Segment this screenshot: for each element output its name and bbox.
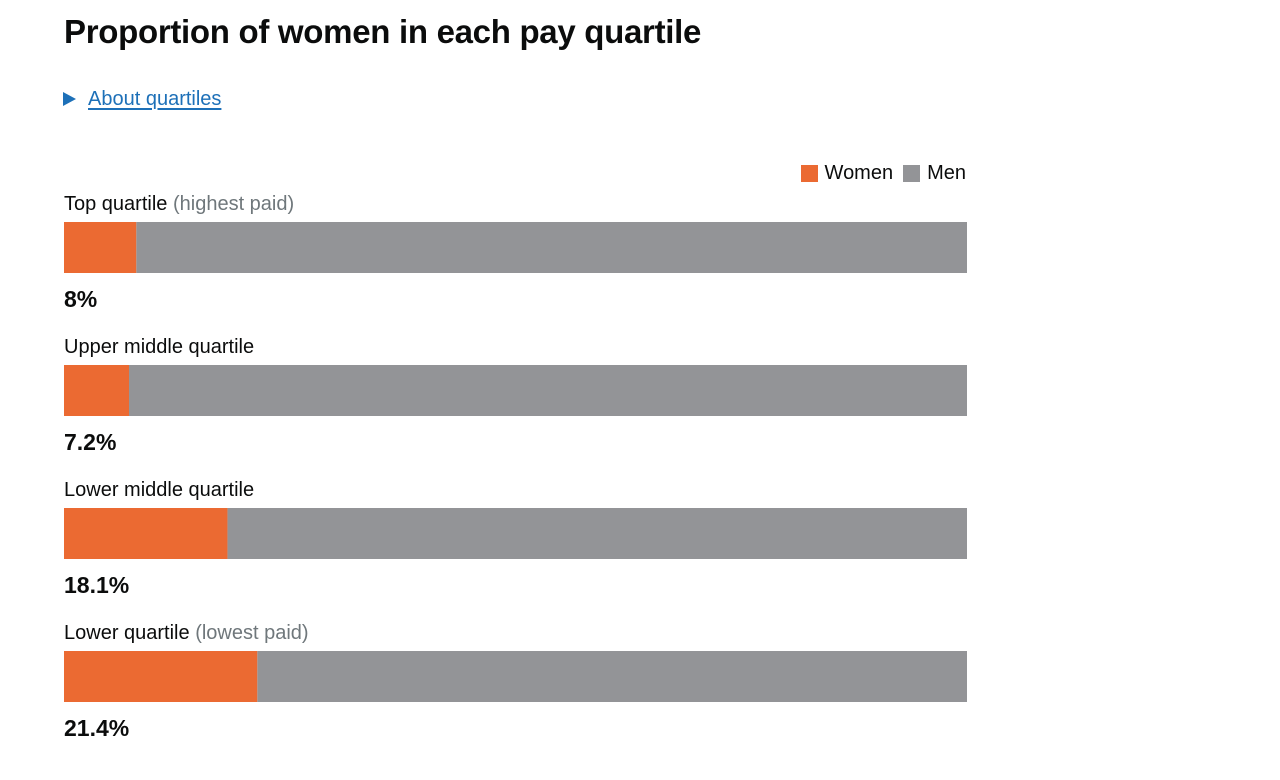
quartile-value: 21.4% — [64, 715, 130, 741]
legend-item-men: Men — [903, 160, 966, 186]
chart-legend: Women Men — [800, 160, 966, 186]
quartile-lower-middle: Lower middle quartile 18.1% — [64, 477, 967, 600]
quartile-value: 8% — [64, 286, 98, 312]
about-quartiles-toggle[interactable]: About quartiles — [63, 86, 221, 112]
quartile-bar — [64, 222, 967, 273]
quartile-note: (lowest paid) — [195, 622, 309, 644]
bar-women-top — [64, 222, 137, 273]
legend-label-men: Men — [927, 162, 966, 184]
quartile-label: Upper middle quartile — [64, 336, 255, 358]
bar-men-lower — [257, 651, 967, 702]
quartile-bar — [64, 365, 967, 416]
legend-swatch-men — [903, 164, 921, 182]
legend-swatch-women — [800, 164, 818, 182]
legend-label-women: Women — [824, 162, 894, 184]
quartile-label: Lower quartile (lowest paid) — [64, 622, 309, 644]
bar-women-upper-middle — [64, 365, 130, 416]
quartile-label: Top quartile (highest paid) — [64, 193, 295, 215]
quartile-note: (highest paid) — [172, 193, 295, 215]
bar-women-lower — [64, 651, 258, 702]
quartile-bar — [64, 651, 967, 702]
quartile-bar — [64, 508, 967, 559]
legend-item-women: Women — [800, 160, 894, 186]
quartile-lower: Lower quartile (lowest paid) 21.4% — [64, 620, 967, 743]
disclosure-triangle-icon[interactable] — [63, 92, 76, 106]
bar-women-lower-middle — [64, 508, 228, 559]
bar-men-top — [136, 222, 967, 273]
bar-men-lower-middle — [227, 508, 967, 559]
quartile-value: 7.2% — [64, 429, 117, 455]
bar-men-upper-middle — [129, 365, 967, 416]
quartile-label: Lower middle quartile — [64, 479, 255, 501]
about-quartiles-link[interactable]: About quartiles — [88, 88, 222, 110]
quartile-value: 18.1% — [64, 572, 130, 598]
quartile-top: Top quartile (highest paid) 8% — [64, 191, 967, 314]
page-title: Proportion of women in each pay quartile — [64, 13, 702, 50]
quartile-upper-middle: Upper middle quartile 7.2% — [64, 334, 967, 457]
